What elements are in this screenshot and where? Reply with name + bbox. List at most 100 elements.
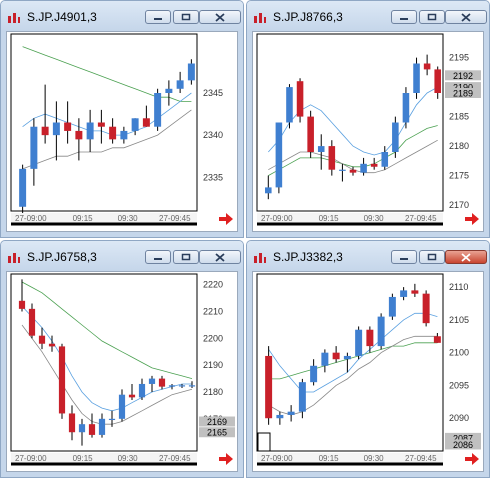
- title-bar[interactable]: S.JP.J6758,3: [1, 241, 243, 271]
- maximize-button[interactable]: [173, 10, 199, 24]
- price-tag: 2190: [445, 82, 481, 93]
- candle-body: [296, 81, 304, 117]
- maximize-icon: [181, 253, 191, 261]
- candle-body: [109, 126, 117, 140]
- maximize-button[interactable]: [173, 250, 199, 264]
- candle-body: [38, 335, 46, 344]
- candle-body: [138, 383, 146, 398]
- candlestick-chart: 2220221022002190218021702169216527-09:00…: [10, 273, 235, 466]
- candle-body: [433, 336, 441, 343]
- time-axis: [11, 453, 197, 463]
- chart-window[interactable]: S.JP.J3382,3 2110 2105 2100 2095 2090 2087 2086…: [246, 240, 490, 478]
- y-tick-label: 2180: [203, 387, 223, 397]
- chart-area[interactable]: 2110 2105 2100 2095 2090 2087 2086 27-09:00 09:1…: [252, 271, 484, 472]
- y-tick-label: 2190: [203, 360, 223, 370]
- plot-frame: [256, 273, 444, 452]
- minimize-icon: [400, 18, 408, 20]
- svg-text:2087: 2087: [453, 433, 473, 443]
- chart-area[interactable]: 21952190218521802175217021922190218927-0…: [252, 31, 484, 232]
- scroll-right-arrow-icon[interactable]: [465, 453, 479, 465]
- maximize-button[interactable]: [419, 250, 445, 264]
- y-tick-label: 2095: [449, 380, 469, 390]
- x-tick-label: 27-09:45: [159, 214, 191, 223]
- close-button[interactable]: [199, 10, 241, 24]
- close-icon: [461, 252, 471, 262]
- candle-body: [148, 378, 156, 384]
- candle-body: [58, 346, 66, 414]
- candlestick-chart: 2345 2340 2335 27-09:00 09:15 09:30 27-09:45: [10, 33, 233, 226]
- candle-body: [98, 418, 106, 435]
- candle-body: [434, 69, 441, 93]
- candle-body: [168, 385, 176, 387]
- candle-body: [118, 394, 126, 419]
- close-button[interactable]: [199, 250, 241, 264]
- x-tick-label: 09:15: [73, 214, 94, 223]
- minimize-icon: [400, 258, 408, 260]
- candle-body: [381, 152, 389, 167]
- candle-body: [88, 424, 96, 435]
- chart-area[interactable]: 2220221022002190218021702169216527-09:00…: [6, 271, 238, 472]
- y-tick-label: 2180: [449, 141, 469, 151]
- y-tick-label: 2210: [203, 307, 223, 317]
- x-tick-label: 27-09:00: [261, 214, 293, 223]
- candle-body: [366, 329, 374, 347]
- ma-slow-line: [21, 281, 193, 379]
- scroll-right-arrow-icon[interactable]: [219, 213, 233, 225]
- close-button[interactable]: [445, 250, 487, 264]
- candle-body: [41, 126, 49, 136]
- minimize-button[interactable]: [391, 250, 417, 264]
- candlestick-chart: 21952190218521802175217021922190218927-0…: [256, 33, 481, 226]
- scroll-right-arrow-icon[interactable]: [219, 453, 233, 465]
- close-icon: [461, 12, 471, 22]
- candle-body: [276, 414, 284, 419]
- candle-body: [287, 411, 295, 415]
- x-tick-label: 09:15: [319, 214, 340, 223]
- svg-text:2190: 2190: [453, 83, 473, 93]
- candle-body: [392, 122, 399, 152]
- maximize-icon: [427, 13, 437, 21]
- chart-app-icon: [253, 11, 267, 23]
- candle-body: [18, 300, 26, 309]
- ma-slow-line: [268, 342, 438, 380]
- candle-body: [328, 146, 336, 170]
- time-axis: [257, 453, 443, 463]
- candle-body: [388, 296, 396, 317]
- selection-box[interactable]: [257, 432, 271, 452]
- candle-body: [360, 163, 367, 173]
- x-tick-label: 09:30: [118, 214, 139, 223]
- candle-body: [188, 385, 196, 387]
- candle-body: [400, 290, 408, 297]
- candle-body: [120, 130, 128, 140]
- ma-low-line: [22, 109, 192, 170]
- time-axis: [257, 213, 443, 223]
- title-bar[interactable]: S.JP.J8766,3: [247, 1, 489, 31]
- scroll-right-arrow-icon[interactable]: [465, 213, 479, 225]
- x-tick-label: 27-09:00: [261, 454, 293, 463]
- maximize-icon: [427, 253, 437, 261]
- minimize-button[interactable]: [145, 10, 171, 24]
- title-bar[interactable]: S.JP.J4901,3: [1, 1, 243, 31]
- minimize-button[interactable]: [145, 250, 171, 264]
- candle-body: [355, 329, 363, 356]
- chart-area[interactable]: 2345 2340 2335 27-09:00 09:15 09:30 27-09:45: [6, 31, 238, 232]
- candle-body: [377, 316, 385, 347]
- candle-body: [187, 63, 195, 81]
- candle-body: [86, 122, 94, 140]
- chart-window[interactable]: S.JP.J8766,3 2195 2190 2185 2180 2175 2170 2192…: [246, 0, 490, 238]
- ma-fast-line: [21, 305, 192, 412]
- chart-window[interactable]: S.JP.J6758,32220221022002190218021702169…: [0, 240, 244, 478]
- ma-fast-line: [22, 92, 192, 136]
- window-title: S.JP.J3382,3: [273, 250, 343, 264]
- candle-body: [307, 116, 314, 152]
- candle-body: [349, 169, 357, 173]
- candle-body: [332, 352, 340, 360]
- y-tick-label: 2345: [203, 88, 223, 98]
- maximize-button[interactable]: [419, 10, 445, 24]
- chart-window[interactable]: S.JP.J4901,3 2345 2340 2335 27-09:00 09:15 09:…: [0, 0, 244, 238]
- candle-body: [68, 413, 76, 433]
- svg-text:2189: 2189: [453, 89, 473, 99]
- title-bar[interactable]: S.JP.J3382,3: [247, 241, 489, 271]
- minimize-button[interactable]: [391, 10, 417, 24]
- price-tag: 2087: [445, 432, 481, 443]
- close-button[interactable]: [445, 10, 487, 24]
